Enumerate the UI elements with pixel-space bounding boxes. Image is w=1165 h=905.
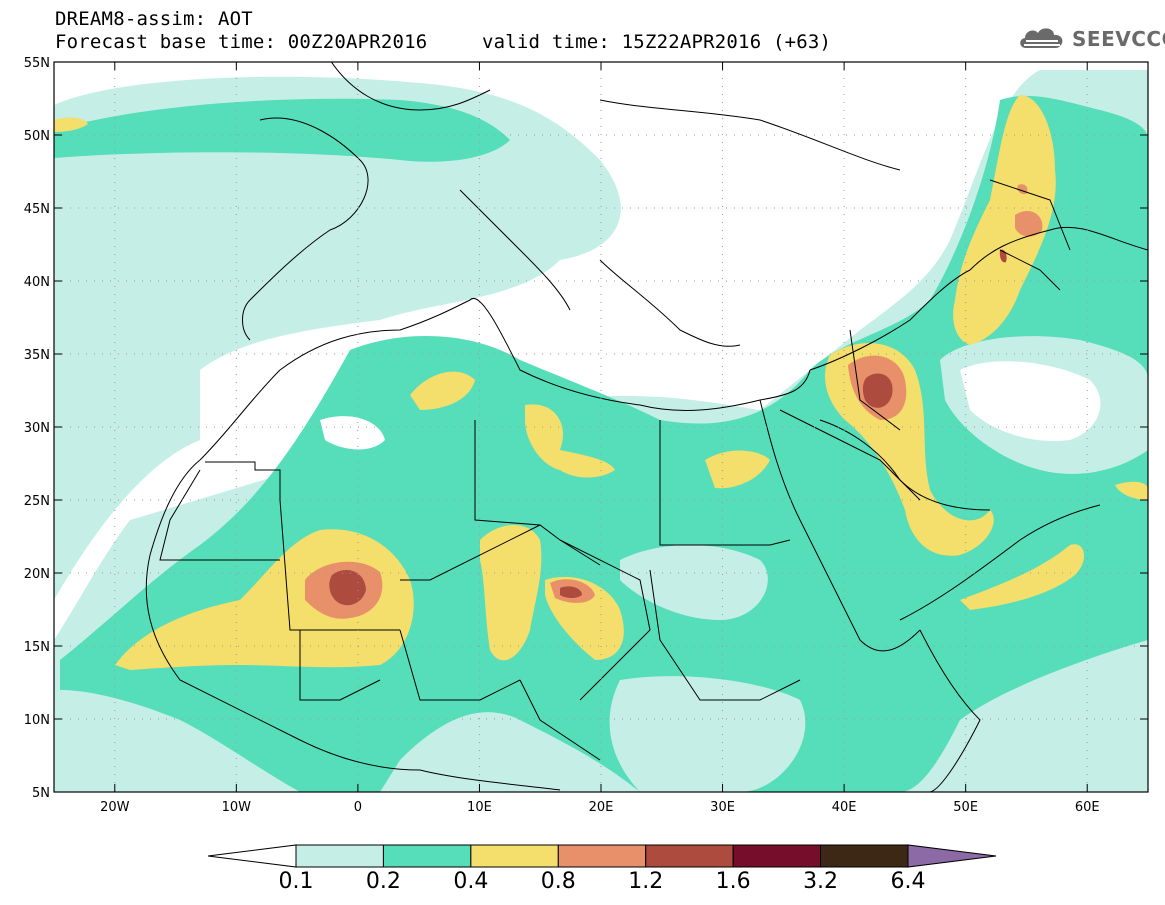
chart-title: DREAM8-assim: AOT — [55, 8, 253, 30]
lon-tick-label: 10W — [222, 800, 252, 815]
colorbar-level-label: 0.8 — [540, 869, 576, 894]
lon-tick-label: 50E — [953, 800, 978, 815]
colorbar-over-arrow — [907, 844, 997, 868]
axis-tick-labels: 20W 10W 0 10E 20E 30E 40E 50E 60E 5N 10N 15N 20N 25N 3… — [24, 56, 1100, 815]
lon-tick-label: 60E — [1075, 800, 1100, 815]
colorbar-box — [295, 844, 384, 868]
lon-tick-label: 10E — [467, 800, 492, 815]
lat-tick-label: 30N — [24, 421, 50, 436]
colorbar-level-label: 1.2 — [628, 869, 664, 894]
lat-tick-label: 20N — [24, 567, 50, 582]
lon-tick-label: 30E — [710, 800, 735, 815]
colorbar-level-label: 6.4 — [890, 869, 926, 894]
colorbar-level-label: 0.2 — [365, 869, 401, 894]
logo-text: SEEVCCC — [1072, 27, 1165, 51]
colorbar-level-label: 0.1 — [278, 869, 314, 894]
lon-tick-label: 20E — [589, 800, 614, 815]
lat-tick-label: 25N — [24, 494, 50, 509]
lat-tick-label: 35N — [24, 348, 50, 363]
seevccc-logo: SEEVCCC — [1016, 24, 1165, 54]
colorbar-box — [732, 844, 822, 868]
colorbar-level-label: 1.6 — [715, 869, 751, 894]
lat-tick-label: 5N — [32, 786, 50, 801]
axis-ticks — [54, 61, 1148, 793]
cloud-icon — [1020, 28, 1063, 48]
colorbar-box — [820, 844, 909, 868]
colorbar-box — [382, 844, 472, 868]
lon-tick-label: 40E — [832, 800, 857, 815]
lon-tick-label: 20W — [100, 800, 130, 815]
colorbar — [207, 844, 997, 868]
colorbar-level-label: 0.4 — [453, 869, 489, 894]
graticule — [54, 62, 1148, 792]
colorbar-box — [557, 844, 647, 868]
lon-tick-label: 0 — [354, 800, 362, 815]
lat-tick-label: 15N — [24, 640, 50, 655]
lat-tick-label: 55N — [24, 56, 50, 71]
colorbar-level-label: 3.2 — [803, 869, 839, 894]
aot-clear-inner — [320, 361, 1101, 450]
lat-tick-label: 40N — [24, 275, 50, 290]
forecast-base-time: Forecast base time: 00Z20APR2016 — [55, 31, 428, 53]
colorbar-box — [470, 844, 559, 868]
valid-time: valid time: 15Z22APR2016 (+63) — [482, 31, 832, 53]
lat-tick-label: 50N — [24, 129, 50, 144]
lat-tick-label: 10N — [24, 713, 50, 728]
colorbar-box — [645, 844, 734, 868]
coastlines-borders — [145, 62, 1148, 792]
colorbar-under-arrow — [207, 844, 297, 868]
aot-contour-fills — [54, 62, 1148, 792]
lat-tick-label: 45N — [24, 202, 50, 217]
